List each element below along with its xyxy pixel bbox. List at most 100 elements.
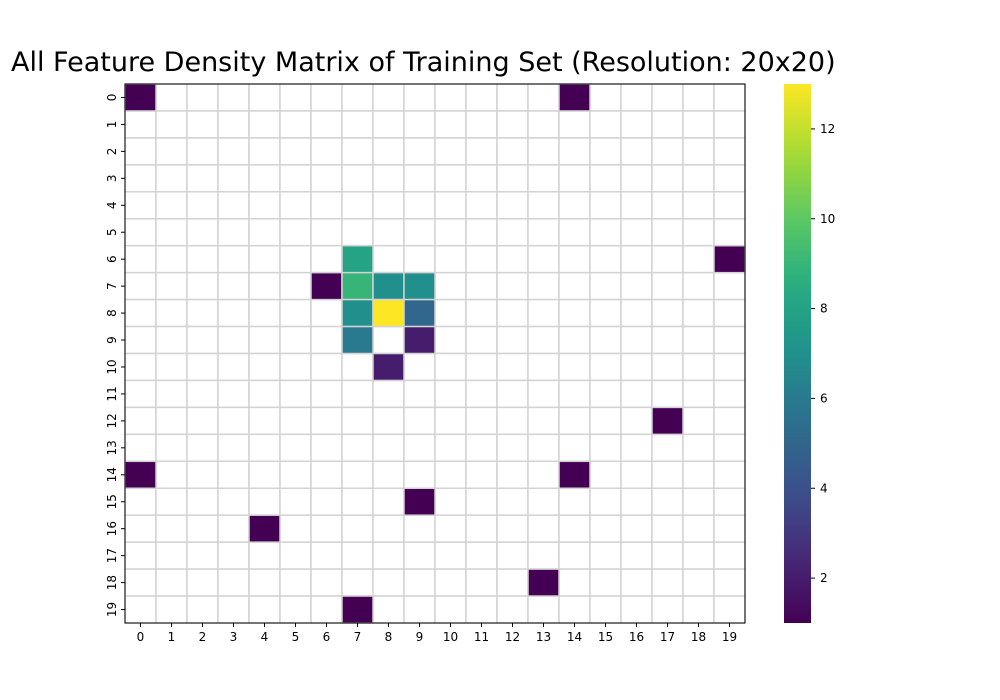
heatmap-empty-cell: [124, 433, 157, 463]
heatmap-empty-cell: [589, 83, 622, 112]
heatmap-empty-cell: [651, 352, 684, 382]
heatmap-empty-cell: [124, 352, 157, 382]
heatmap-empty-cell: [620, 460, 653, 489]
heatmap-empty-cell: [651, 244, 684, 274]
heatmap-empty-cell: [465, 218, 498, 247]
heatmap-empty-cell: [279, 164, 312, 193]
heatmap-empty-cell: [682, 433, 715, 463]
heatmap-empty-cell: [124, 595, 157, 624]
x-tick-label: 13: [536, 630, 551, 644]
x-tick-label: 18: [691, 630, 706, 644]
heatmap-empty-cell: [713, 298, 746, 328]
heatmap-empty-cell: [713, 352, 746, 382]
heatmap-empty-cell: [558, 487, 591, 516]
heatmap-empty-cell: [496, 595, 529, 624]
heatmap-empty-cell: [465, 325, 498, 355]
heatmap-empty-cell: [620, 83, 653, 112]
heatmap-empty-cell: [403, 218, 436, 247]
heatmap-empty-cell: [217, 379, 250, 409]
heatmap-empty-cell: [186, 137, 219, 166]
heatmap-empty-cell: [124, 271, 157, 301]
heatmap-empty-cell: [248, 110, 281, 139]
heatmap-empty-cell: [279, 487, 312, 516]
heatmap-empty-cell: [186, 218, 219, 247]
heatmap-cell: [403, 298, 436, 328]
heatmap-empty-cell: [279, 514, 312, 543]
heatmap-cell: [403, 487, 436, 516]
heatmap-cell: [310, 271, 343, 301]
heatmap-empty-cell: [310, 406, 343, 436]
heatmap-empty-cell: [372, 541, 405, 570]
heatmap-empty-cell: [341, 164, 374, 193]
heatmap-empty-cell: [310, 595, 343, 624]
heatmap-empty-cell: [279, 460, 312, 489]
heatmap-empty-cell: [589, 595, 622, 624]
heatmap-empty-cell: [155, 487, 188, 516]
heatmap-empty-cell: [186, 191, 219, 220]
heatmap-empty-cell: [527, 83, 560, 112]
heatmap-empty-cell: [434, 83, 467, 112]
heatmap-cell: [341, 325, 374, 355]
y-tick-label: 0: [105, 94, 119, 102]
heatmap-empty-cell: [279, 218, 312, 247]
heatmap-empty-cell: [248, 460, 281, 489]
heatmap-empty-cell: [217, 595, 250, 624]
heatmap-empty-cell: [124, 164, 157, 193]
colorbar-tick-label: 12: [820, 122, 835, 136]
heatmap-empty-cell: [341, 514, 374, 543]
y-tick-label: 14: [105, 467, 119, 482]
heatmap-empty-cell: [124, 244, 157, 274]
x-tick-label: 12: [505, 630, 520, 644]
heatmap-cell: [372, 271, 405, 301]
heatmap-empty-cell: [434, 541, 467, 570]
y-tick-label: 17: [105, 548, 119, 563]
heatmap-empty-cell: [248, 164, 281, 193]
heatmap-empty-cell: [527, 271, 560, 301]
heatmap-empty-cell: [155, 352, 188, 382]
x-tick-label: 16: [629, 630, 644, 644]
heatmap-empty-cell: [403, 460, 436, 489]
heatmap-empty-cell: [527, 406, 560, 436]
heatmap-empty-cell: [372, 487, 405, 516]
heatmap-empty-cell: [124, 379, 157, 409]
heatmap-empty-cell: [155, 433, 188, 463]
heatmap-empty-cell: [496, 164, 529, 193]
heatmap-empty-cell: [434, 298, 467, 328]
heatmap-empty-cell: [527, 137, 560, 166]
y-tick-label: 3: [105, 175, 119, 183]
heatmap-empty-cell: [341, 379, 374, 409]
heatmap-empty-cell: [155, 244, 188, 274]
heatmap-empty-cell: [496, 514, 529, 543]
heatmap-empty-cell: [124, 137, 157, 166]
heatmap-empty-cell: [403, 379, 436, 409]
heatmap-empty-cell: [186, 352, 219, 382]
heatmap-empty-cell: [124, 110, 157, 139]
x-tick-label: 11: [474, 630, 489, 644]
heatmap-cell: [558, 460, 591, 489]
heatmap-empty-cell: [558, 325, 591, 355]
heatmap-empty-cell: [155, 460, 188, 489]
heatmap-empty-cell: [124, 487, 157, 516]
heatmap-empty-cell: [248, 595, 281, 624]
heatmap-empty-cell: [713, 325, 746, 355]
heatmap-empty-cell: [651, 460, 684, 489]
heatmap-empty-cell: [124, 541, 157, 570]
y-tick-label: 10: [105, 359, 119, 374]
heatmap-empty-cell: [279, 406, 312, 436]
x-tick-label: 5: [292, 630, 300, 644]
heatmap-empty-cell: [682, 325, 715, 355]
heatmap-empty-cell: [434, 514, 467, 543]
heatmap-empty-cell: [403, 191, 436, 220]
heatmap-empty-cell: [713, 541, 746, 570]
x-tick-label: 7: [354, 630, 362, 644]
heatmap-empty-cell: [465, 595, 498, 624]
heatmap-empty-cell: [527, 164, 560, 193]
heatmap-empty-cell: [589, 433, 622, 463]
heatmap-empty-cell: [465, 541, 498, 570]
heatmap-empty-cell: [589, 191, 622, 220]
heatmap-empty-cell: [248, 271, 281, 301]
heatmap-empty-cell: [217, 514, 250, 543]
heatmap-empty-cell: [155, 541, 188, 570]
heatmap-empty-cell: [310, 110, 343, 139]
